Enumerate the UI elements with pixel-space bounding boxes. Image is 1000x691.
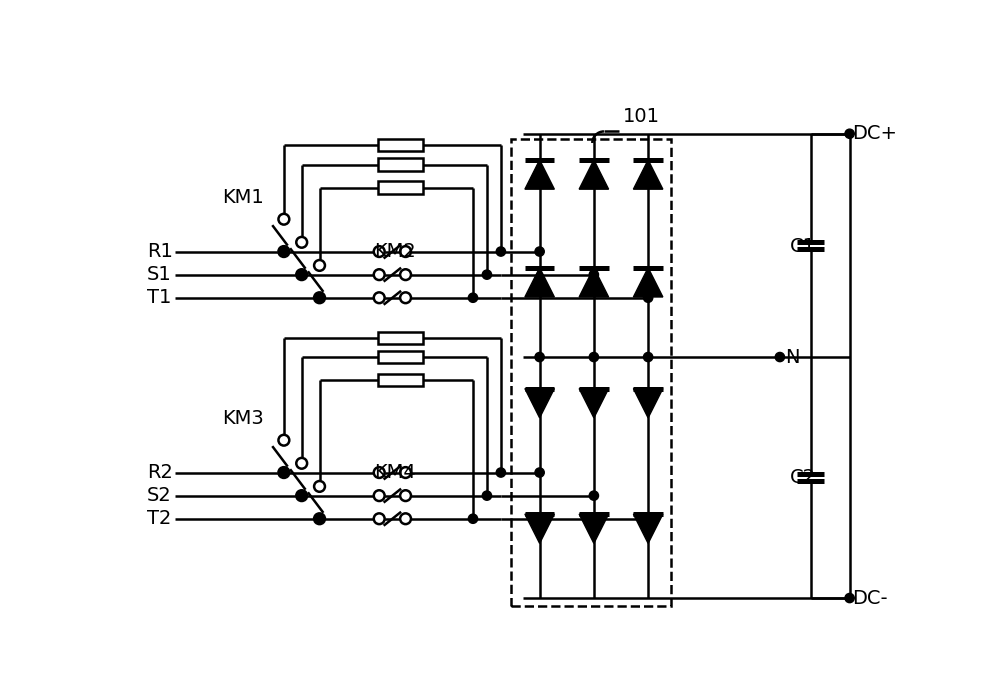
Polygon shape [579, 388, 609, 418]
Circle shape [535, 468, 544, 477]
Circle shape [496, 247, 506, 256]
Polygon shape [525, 267, 554, 297]
Polygon shape [633, 514, 663, 543]
Text: T2: T2 [147, 509, 171, 528]
Text: KM4: KM4 [375, 463, 416, 482]
Text: KM3: KM3 [222, 409, 264, 428]
Circle shape [278, 467, 289, 478]
Circle shape [374, 292, 385, 303]
Circle shape [278, 214, 289, 225]
Bar [511, 139, 671, 606]
Bar [378, 351, 423, 363]
Text: N: N [785, 348, 800, 366]
Text: T1: T1 [147, 288, 171, 307]
Circle shape [589, 491, 599, 500]
Circle shape [643, 514, 653, 523]
Polygon shape [633, 267, 663, 297]
Circle shape [278, 246, 289, 257]
Polygon shape [525, 388, 554, 418]
Circle shape [374, 490, 385, 501]
Circle shape [535, 352, 544, 361]
Bar [378, 182, 423, 193]
Text: 101: 101 [623, 106, 660, 126]
Circle shape [296, 269, 307, 280]
Text: C2: C2 [790, 468, 816, 487]
Text: S2: S2 [147, 486, 171, 505]
Circle shape [400, 292, 411, 303]
Circle shape [315, 514, 324, 523]
Circle shape [589, 270, 599, 279]
Polygon shape [525, 160, 554, 189]
Circle shape [314, 513, 325, 524]
Circle shape [296, 458, 307, 468]
Circle shape [374, 467, 385, 478]
Circle shape [589, 352, 599, 361]
Text: S1: S1 [147, 265, 171, 284]
Bar [378, 332, 423, 344]
Bar [378, 139, 423, 151]
Polygon shape [579, 267, 609, 297]
Text: KM1: KM1 [222, 188, 264, 207]
Circle shape [643, 352, 653, 361]
Circle shape [400, 513, 411, 524]
Circle shape [279, 468, 289, 477]
Circle shape [535, 247, 544, 256]
Circle shape [400, 269, 411, 280]
Circle shape [400, 490, 411, 501]
Circle shape [468, 514, 478, 523]
Text: KM2: KM2 [375, 242, 416, 261]
Circle shape [374, 513, 385, 524]
Polygon shape [525, 514, 554, 543]
Circle shape [496, 468, 506, 477]
Bar [378, 158, 423, 171]
Circle shape [279, 247, 289, 256]
Text: R2: R2 [147, 463, 173, 482]
Polygon shape [579, 514, 609, 543]
Circle shape [314, 260, 325, 271]
Circle shape [400, 246, 411, 257]
Circle shape [296, 237, 307, 247]
Text: DC+: DC+ [852, 124, 897, 143]
Circle shape [315, 293, 324, 303]
Circle shape [374, 246, 385, 257]
Circle shape [314, 481, 325, 492]
Circle shape [400, 467, 411, 478]
Text: DC-: DC- [852, 589, 888, 607]
Circle shape [278, 435, 289, 446]
Polygon shape [633, 388, 663, 418]
Polygon shape [633, 160, 663, 189]
Circle shape [374, 269, 385, 280]
Circle shape [482, 270, 492, 279]
Circle shape [297, 491, 306, 500]
Circle shape [845, 129, 854, 138]
Circle shape [314, 292, 325, 303]
Circle shape [643, 293, 653, 303]
Circle shape [845, 594, 854, 603]
Circle shape [296, 490, 307, 501]
Bar [378, 374, 423, 386]
Polygon shape [579, 160, 609, 189]
Circle shape [775, 352, 785, 361]
Circle shape [482, 491, 492, 500]
Circle shape [297, 270, 306, 279]
Text: R1: R1 [147, 242, 173, 261]
Text: C1: C1 [790, 238, 816, 256]
Circle shape [468, 293, 478, 303]
